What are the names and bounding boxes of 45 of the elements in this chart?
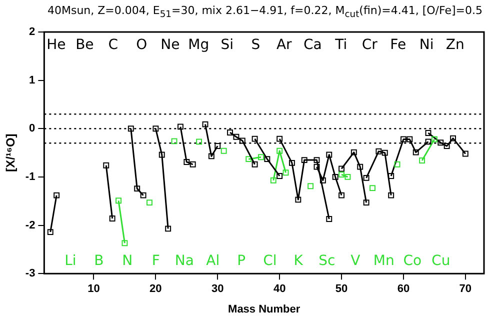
y-tick-label: -3: [25, 268, 36, 280]
annotation: Co: [403, 253, 422, 270]
annotation: Li: [64, 253, 76, 270]
x-tick-label: 40: [273, 283, 286, 296]
x-tick-label: 50: [335, 283, 348, 296]
annotation: Mg: [188, 37, 210, 54]
annotation: Ti: [334, 37, 348, 54]
annotation: K: [294, 253, 304, 270]
y-tick-label: -1: [25, 170, 36, 183]
annotation: Na: [174, 253, 194, 270]
annotation: Be: [76, 37, 94, 54]
x-axis-title: Mass Number: [228, 303, 301, 316]
x-tick-label: 20: [150, 283, 162, 296]
y-tick-label: -2: [25, 219, 36, 232]
annotation: Al: [206, 253, 220, 270]
chart-title: 40Msun, Z=0.004, E$_{51}$=30, mix 2.61−4.91, f=0.22, M$_{cut}$(fin)=4.41, [O/Fe]=0.5: [46, 4, 484, 20]
annotation: C: [108, 37, 118, 54]
annotation: Sc: [318, 253, 336, 270]
annotation: Cl: [263, 253, 277, 270]
y-tick-label: 0: [29, 122, 36, 135]
annotation: Si: [220, 37, 234, 54]
annotation: Ne: [160, 37, 180, 54]
annotation: Ni: [419, 37, 434, 54]
y-axis-title: [X/¹⁶O]: [4, 134, 18, 172]
annotation: Cr: [362, 37, 378, 54]
annotation: Fe: [390, 37, 406, 54]
annotation: He: [46, 37, 66, 54]
annotation: Mn: [373, 253, 394, 270]
annotation: Ar: [276, 37, 292, 54]
annotation: Zn: [446, 37, 464, 54]
annotation: N: [122, 253, 133, 270]
annotation: O: [136, 37, 148, 54]
annotation: F: [152, 253, 160, 270]
annotation: V: [350, 253, 361, 270]
annotation: Ca: [303, 37, 322, 54]
y-tick-label: 1: [29, 74, 36, 86]
y-tick-label: 2: [29, 26, 36, 38]
x-tick-label: 30: [212, 283, 224, 296]
annotation: P: [237, 253, 246, 270]
annotation: B: [94, 253, 104, 270]
x-tick-label: 10: [88, 283, 100, 296]
annotation: S: [251, 37, 260, 54]
x-tick-label: 60: [397, 283, 410, 296]
x-tick-label: 70: [459, 283, 472, 296]
annotation: Cu: [432, 253, 450, 270]
